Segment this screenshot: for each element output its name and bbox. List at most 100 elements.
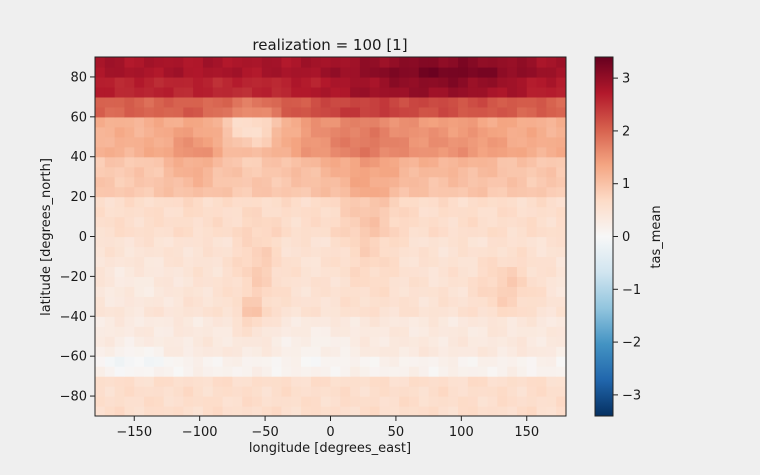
- heatmap-cell: [546, 57, 557, 68]
- heatmap-cell: [261, 96, 273, 108]
- heatmap-cell: [477, 146, 489, 158]
- heatmap-cell: [546, 186, 557, 198]
- heatmap-cell: [193, 126, 204, 138]
- heatmap-cell: [252, 206, 263, 218]
- heatmap-cell: [163, 306, 175, 317]
- heatmap-cell: [458, 86, 469, 98]
- heatmap-cell: [556, 226, 566, 238]
- heatmap-cell: [183, 126, 194, 138]
- heatmap-cell: [144, 306, 155, 317]
- heatmap-cell: [428, 296, 440, 307]
- heatmap-cell: [183, 386, 194, 397]
- heatmap-cell: [134, 57, 145, 68]
- heatmap-cell: [202, 57, 214, 68]
- heatmap-cell: [134, 236, 145, 248]
- heatmap-cell: [222, 286, 233, 297]
- heatmap-cell: [477, 316, 489, 327]
- heatmap-cell: [281, 326, 292, 337]
- heatmap-cell: [477, 156, 489, 168]
- heatmap-cell: [359, 396, 371, 407]
- heatmap-cell: [458, 57, 469, 68]
- heatmap-cell: [369, 286, 381, 297]
- heatmap-cell: [183, 286, 194, 297]
- heatmap-cell: [507, 96, 518, 108]
- heatmap-cell: [232, 336, 243, 347]
- heatmap-cell: [330, 196, 341, 208]
- heatmap-cell: [340, 376, 351, 387]
- y-tick-label: −20: [60, 270, 87, 285]
- heatmap-cell: [222, 86, 233, 98]
- heatmap-cell: [477, 266, 489, 277]
- heatmap-cell: [487, 296, 498, 307]
- heatmap-cell: [467, 166, 479, 178]
- heatmap-cell: [330, 136, 341, 148]
- heatmap-cell: [232, 96, 243, 108]
- heatmap-cell: [202, 66, 214, 78]
- heatmap-cell: [379, 366, 390, 377]
- heatmap-cell: [301, 57, 312, 68]
- heatmap-cell: [261, 266, 273, 277]
- heatmap-cell: [232, 176, 243, 188]
- heatmap-cell: [232, 266, 243, 277]
- heatmap-cell: [399, 406, 410, 416]
- heatmap-cell: [114, 96, 126, 108]
- heatmap-cell: [320, 266, 332, 277]
- heatmap-cell: [163, 286, 175, 297]
- heatmap-cell: [291, 256, 302, 268]
- heatmap-cell: [114, 166, 126, 178]
- heatmap-cell: [173, 296, 184, 307]
- heatmap-cell: [546, 306, 557, 317]
- heatmap-cell: [104, 76, 116, 88]
- heatmap-cell: [438, 316, 449, 327]
- heatmap-cell: [546, 276, 557, 287]
- heatmap-cell: [232, 356, 243, 367]
- heatmap-cell: [448, 86, 459, 98]
- heatmap-cell: [536, 386, 547, 397]
- heatmap-cell: [487, 256, 498, 268]
- heatmap-cell: [477, 86, 489, 98]
- heatmap-cell: [320, 196, 332, 208]
- heatmap-cell: [359, 146, 371, 158]
- colorbar-tick-label: −3: [622, 388, 641, 403]
- heatmap-cell: [458, 66, 469, 78]
- heatmap-cell: [95, 96, 106, 108]
- heatmap-cell: [104, 176, 116, 188]
- heatmap-cell: [173, 156, 184, 168]
- heatmap-cell: [409, 296, 420, 307]
- heatmap-cell: [507, 336, 518, 347]
- heatmap-cell: [320, 256, 332, 268]
- heatmap-cell: [153, 276, 165, 287]
- heatmap-cell: [124, 196, 135, 208]
- heatmap-cell: [516, 86, 528, 98]
- heatmap-cell: [497, 226, 508, 238]
- heatmap-cell: [497, 266, 508, 277]
- heatmap-cell: [389, 66, 400, 78]
- heatmap-cell: [252, 406, 263, 416]
- heatmap-cell: [222, 66, 233, 78]
- heatmap-cell: [310, 186, 322, 198]
- heatmap-cell: [448, 106, 459, 118]
- heatmap-cell: [320, 286, 332, 297]
- heatmap-cell: [359, 346, 371, 357]
- heatmap-cell: [369, 406, 381, 416]
- heatmap-cell: [222, 296, 233, 307]
- heatmap-cell: [556, 116, 566, 128]
- heatmap-cell: [458, 316, 469, 327]
- heatmap-cell: [516, 406, 528, 416]
- heatmap-cell: [536, 226, 547, 238]
- heatmap-cell: [369, 166, 381, 178]
- heatmap-cell: [458, 306, 469, 317]
- heatmap-cell: [350, 396, 361, 407]
- heatmap-cell: [301, 346, 312, 357]
- heatmap-cell: [467, 196, 479, 208]
- heatmap-cell: [104, 136, 116, 148]
- heatmap-cell: [242, 346, 253, 357]
- heatmap-cell: [526, 326, 538, 337]
- heatmap-cell: [271, 306, 283, 317]
- heatmap-cell: [556, 286, 566, 297]
- heatmap-cell: [409, 346, 420, 357]
- heatmap-cell: [369, 396, 381, 407]
- heatmap-cell: [487, 86, 498, 98]
- heatmap-cell: [202, 126, 214, 138]
- heatmap-cell: [173, 256, 184, 268]
